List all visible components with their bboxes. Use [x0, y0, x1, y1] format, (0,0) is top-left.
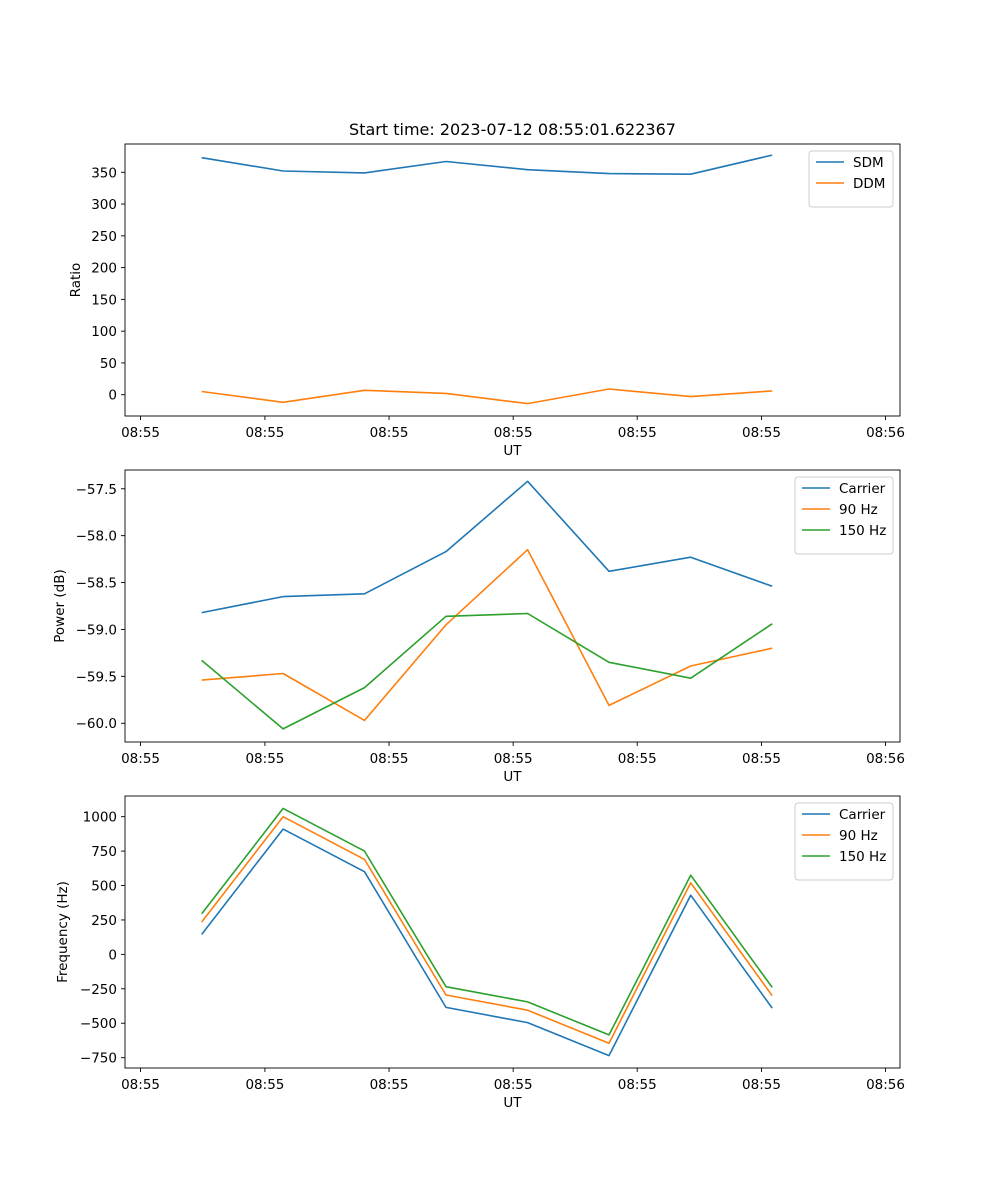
x-tick-label: 08:55 [494, 751, 533, 767]
x-tick-label: 08:55 [742, 425, 781, 441]
x-tick-label: 08:56 [866, 1077, 905, 1093]
legend-box [808, 150, 894, 208]
legend-box [794, 476, 894, 555]
legend: Carrier 90 Hz 150 Hz [794, 802, 894, 881]
series-line-ddm [201, 388, 773, 405]
series-line-carrier [201, 828, 773, 1057]
series-line-150-hz [201, 807, 773, 1036]
y-axis-label: Ratio [68, 263, 84, 298]
y-tick-label: 100 [91, 324, 117, 340]
legend-label: DDM [853, 176, 885, 192]
y-axis-label: Power (dB) [52, 569, 68, 642]
y-tick-label: −60.0 [76, 716, 117, 732]
y-tick-label: 350 [91, 165, 117, 181]
legend-label: Carrier [839, 807, 886, 823]
y-tick-label: 50 [100, 356, 117, 372]
x-tick-label: 08:55 [742, 751, 781, 767]
x-tick-label: 08:55 [245, 425, 284, 441]
y-tick-label: 150 [91, 292, 117, 308]
x-axis-label: UT [503, 1095, 522, 1111]
chart-title: Start time: 2023-07-12 08:55:01.622367 [349, 120, 676, 139]
legend-label: SDM [853, 155, 884, 171]
y-tick-label: 500 [91, 879, 117, 895]
y-tick-label: 0 [108, 388, 117, 404]
chart-panel-2: −60.0 −59.5 −59.0 −58.5 −58.0 −57.5 08:55 08:55… [52, 469, 905, 785]
legend-label: 150 Hz [839, 523, 886, 539]
y-tick-label: 750 [91, 844, 117, 860]
x-tick-label: 08:55 [245, 1077, 284, 1093]
y-tick-label: −500 [80, 1016, 117, 1032]
x-tick-label: 08:55 [494, 1077, 533, 1093]
y-tick-label: 300 [91, 197, 117, 213]
x-tick-label: 08:55 [370, 1077, 409, 1093]
y-axis-label: Frequency (Hz) [55, 881, 71, 983]
x-tick-label: 08:55 [742, 1077, 781, 1093]
plot-frame [124, 143, 901, 417]
y-tick-label: −250 [80, 982, 117, 998]
x-tick-label: 08:56 [866, 751, 905, 767]
y-tick-label: −58.5 [76, 576, 117, 592]
y-tick-label: 1000 [83, 810, 117, 826]
x-tick-label: 08:55 [245, 751, 284, 767]
y-tick-label: −58.0 [76, 529, 117, 545]
x-axis-label: UT [503, 443, 522, 459]
series-line-sdm [201, 154, 773, 175]
x-axis-label: UT [503, 769, 522, 785]
y-tick-label: 250 [91, 913, 117, 929]
legend-label: 90 Hz [839, 502, 878, 518]
x-tick-label: 08:55 [618, 751, 657, 767]
series-line-150-hz [201, 612, 773, 730]
legend: SDM DDM [808, 150, 894, 208]
x-tick-label: 08:55 [494, 425, 533, 441]
x-tick-label: 08:55 [370, 425, 409, 441]
legend-label: 90 Hz [839, 828, 878, 844]
chart-panel-3: −750 −500 −250 0 250 500 750 1000 08:55 08:55 08:5… [55, 795, 905, 1111]
chart-panel-1: Start time: 2023-07-12 08:55:01.622367 0 5… [68, 120, 905, 459]
y-tick-label: 0 [108, 947, 117, 963]
x-tick-label: 08:55 [618, 425, 657, 441]
x-tick-label: 08:55 [121, 425, 160, 441]
y-tick-label: −750 [80, 1051, 117, 1067]
legend-label: Carrier [839, 481, 886, 497]
legend: Carrier 90 Hz 150 Hz [794, 476, 894, 555]
plot-frame [124, 469, 901, 743]
y-tick-label: 250 [91, 229, 117, 245]
y-tick-label: −59.0 [76, 622, 117, 638]
legend-label: 150 Hz [839, 849, 886, 865]
y-tick-label: 200 [91, 261, 117, 277]
x-tick-label: 08:55 [370, 751, 409, 767]
legend-box [794, 802, 894, 881]
x-tick-label: 08:55 [121, 751, 160, 767]
series-line-90-hz [201, 548, 773, 722]
y-tick-label: −57.5 [76, 482, 117, 498]
x-tick-label: 08:56 [866, 425, 905, 441]
plot-frame [124, 795, 901, 1069]
x-tick-label: 08:55 [121, 1077, 160, 1093]
y-tick-label: −59.5 [76, 669, 117, 685]
series-line-carrier [201, 480, 773, 614]
series-line-90-hz [201, 815, 773, 1044]
x-tick-label: 08:55 [618, 1077, 657, 1093]
